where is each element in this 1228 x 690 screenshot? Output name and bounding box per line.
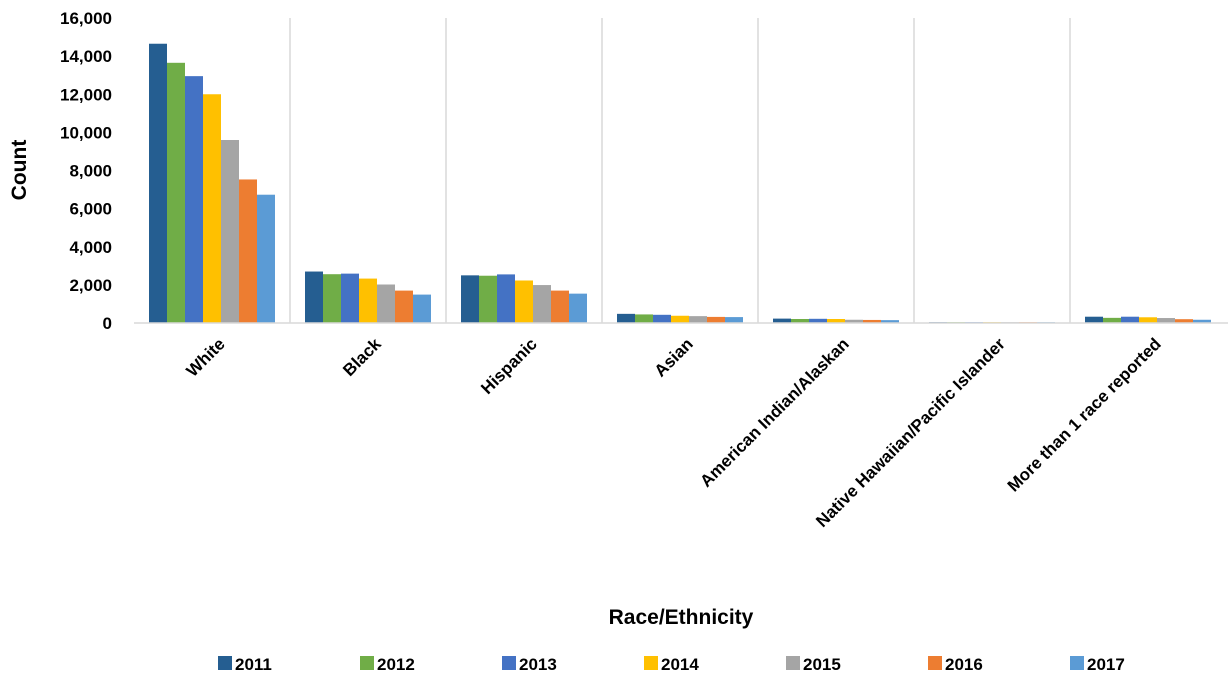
bar-2014 [515,280,533,323]
legend-swatch [786,656,800,670]
x-axis-title: Race/Ethnicity [609,606,754,629]
category-label: Hispanic [477,334,541,398]
legend: 2011 2012 2013 2014 2015 2016 2017 [218,655,1125,674]
legend-swatch [502,656,516,670]
bar-2011 [305,271,323,323]
bar-2016 [395,290,413,323]
legend-label: 2012 [377,655,415,674]
bar-2013 [653,314,671,323]
legend-label: 2017 [1087,655,1125,674]
bar-2017 [413,294,431,323]
bar-2016 [863,319,881,323]
legend-label: 2015 [803,655,841,674]
y-tick-label: 4,000 [69,238,112,257]
category-label: Native Hawaiian/Pacific Islander [812,334,1009,531]
bar-2017 [257,194,275,323]
category-label: More than 1 race reported [1004,334,1165,495]
bar-2014 [1139,317,1157,323]
legend-label: 2013 [519,655,557,674]
bar-2013 [341,273,359,323]
y-tick-label: 10,000 [60,123,112,142]
legend-swatch [1070,656,1084,670]
y-tick-label: 14,000 [60,47,112,66]
bar-2016 [1175,319,1193,323]
category-labels: White Black Hispanic Asian American Indian/A… [183,334,1165,531]
legend-swatch [360,656,374,670]
legend-swatch [218,656,232,670]
category-label: Asian [651,334,697,380]
bar-2012 [167,62,185,323]
bar-2013 [809,318,827,323]
bar-2015 [533,285,551,323]
bar-2017 [1193,319,1211,323]
bar-2012 [479,275,497,323]
bars [149,43,1211,323]
y-tick-labels: 0 2,000 4,000 6,000 8,000 10,000 12,000 14,000 1… [60,9,112,333]
bar-2013 [1121,316,1139,323]
y-tick-label: 12,000 [60,85,112,104]
bar-2013 [185,76,203,323]
legend-label: 2011 [235,655,272,674]
legend-swatch [644,656,658,670]
bar-2011 [1085,316,1103,323]
gridlines [289,18,1071,323]
legend-label: 2014 [661,655,699,674]
category-label: American Indian/Alaskan [696,334,852,490]
bar-2012 [791,318,809,323]
bar-2012 [1103,317,1121,323]
bar-2012 [323,274,341,323]
bar-2014 [671,315,689,323]
bar-2014 [827,318,845,323]
bar-2014 [203,94,221,323]
bar-2015 [845,319,863,323]
bar-2015 [1157,318,1175,323]
bar-2017 [881,320,899,323]
y-tick-label: 2,000 [69,276,112,295]
legend-label: 2016 [945,655,983,674]
legend-swatch [928,656,942,670]
bar-2015 [689,316,707,323]
bar-2017 [569,293,587,323]
bar-2011 [149,43,167,323]
y-tick-label: 8,000 [69,162,112,181]
bar-2015 [377,284,395,323]
y-axis-title: Count [8,140,31,201]
bar-2016 [239,179,257,323]
y-tick-label: 0 [103,314,112,333]
bar-2014 [359,278,377,323]
y-tick-label: 6,000 [69,200,112,219]
category-label: White [183,334,229,380]
category-label: Black [339,334,385,380]
bar-2017 [725,317,743,323]
bar-2016 [551,290,569,323]
bar-2011 [773,318,791,323]
y-tick-label: 16,000 [60,9,112,28]
bar-2011 [461,275,479,323]
bar-2013 [497,274,515,323]
bar-2015 [221,140,239,323]
bar-2012 [635,314,653,323]
bar-2011 [617,313,635,323]
bar-2016 [707,316,725,323]
